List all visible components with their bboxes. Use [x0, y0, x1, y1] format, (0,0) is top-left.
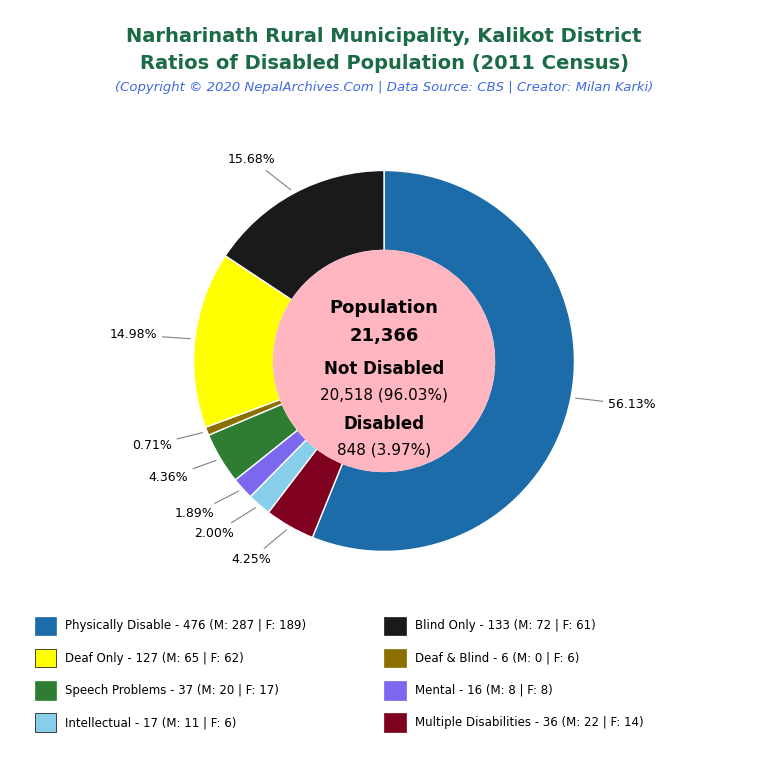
Text: Multiple Disabilities - 36 (M: 22 | F: 14): Multiple Disabilities - 36 (M: 22 | F: 1…	[415, 717, 644, 729]
Wedge shape	[206, 399, 283, 435]
Text: Blind Only - 133 (M: 72 | F: 61): Blind Only - 133 (M: 72 | F: 61)	[415, 620, 595, 632]
Wedge shape	[269, 449, 343, 538]
Text: Speech Problems - 37 (M: 20 | F: 17): Speech Problems - 37 (M: 20 | F: 17)	[65, 684, 279, 697]
Wedge shape	[235, 430, 306, 497]
Text: Intellectual - 17 (M: 11 | F: 6): Intellectual - 17 (M: 11 | F: 6)	[65, 717, 237, 729]
Text: Deaf & Blind - 6 (M: 0 | F: 6): Deaf & Blind - 6 (M: 0 | F: 6)	[415, 652, 579, 664]
Text: 4.36%: 4.36%	[148, 460, 216, 485]
Wedge shape	[250, 439, 317, 512]
Text: Disabled: Disabled	[343, 415, 425, 433]
Text: 2.00%: 2.00%	[194, 508, 256, 540]
Text: Ratios of Disabled Population (2011 Census): Ratios of Disabled Population (2011 Cens…	[140, 54, 628, 73]
Text: Narharinath Rural Municipality, Kalikot District: Narharinath Rural Municipality, Kalikot …	[126, 27, 642, 46]
Wedge shape	[313, 170, 574, 551]
Text: 4.25%: 4.25%	[231, 530, 286, 566]
Wedge shape	[209, 404, 298, 480]
Wedge shape	[194, 256, 292, 427]
Text: Population: Population	[329, 299, 439, 316]
Text: 0.71%: 0.71%	[131, 432, 203, 452]
Text: Deaf Only - 127 (M: 65 | F: 62): Deaf Only - 127 (M: 65 | F: 62)	[65, 652, 244, 664]
Text: Physically Disable - 476 (M: 287 | F: 189): Physically Disable - 476 (M: 287 | F: 18…	[65, 620, 306, 632]
Text: 56.13%: 56.13%	[575, 398, 656, 411]
Text: 848 (3.97%): 848 (3.97%)	[337, 443, 431, 458]
Text: Not Disabled: Not Disabled	[324, 359, 444, 378]
Text: (Copyright © 2020 NepalArchives.Com | Data Source: CBS | Creator: Milan Karki): (Copyright © 2020 NepalArchives.Com | Da…	[115, 81, 653, 94]
Circle shape	[273, 250, 495, 472]
Text: 1.89%: 1.89%	[174, 491, 239, 521]
Text: 21,366: 21,366	[349, 327, 419, 345]
Text: 14.98%: 14.98%	[109, 328, 190, 341]
Text: Mental - 16 (M: 8 | F: 8): Mental - 16 (M: 8 | F: 8)	[415, 684, 552, 697]
Wedge shape	[225, 170, 384, 300]
Text: 15.68%: 15.68%	[228, 153, 291, 190]
Text: 20,518 (96.03%): 20,518 (96.03%)	[320, 388, 448, 402]
